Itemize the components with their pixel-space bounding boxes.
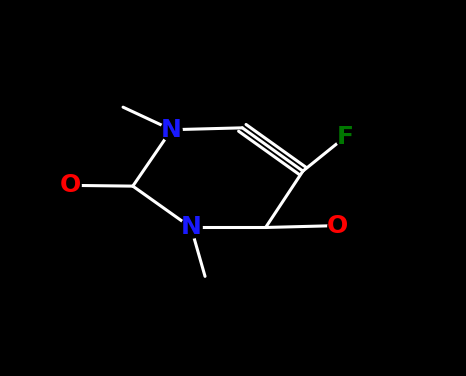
Text: N: N <box>161 118 182 142</box>
Text: F: F <box>337 124 354 149</box>
Text: O: O <box>327 214 349 238</box>
Text: O: O <box>59 173 81 197</box>
Text: N: N <box>181 215 201 240</box>
